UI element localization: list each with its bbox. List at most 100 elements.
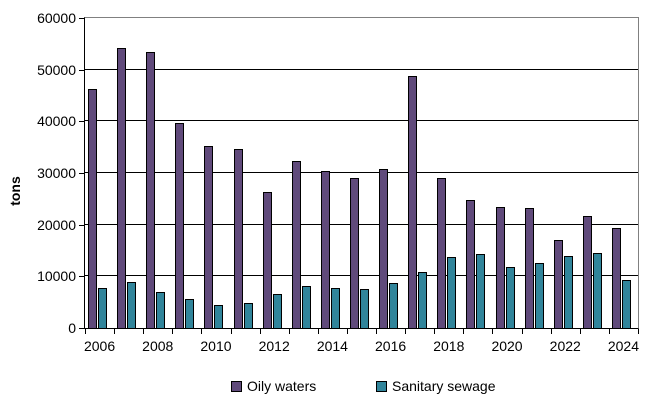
bar-group-2006: [85, 18, 114, 328]
y-tick-label-60000: 60000: [37, 10, 76, 26]
bar-group-2008: [143, 18, 172, 328]
bar-sanitary-sewage-2020: [505, 266, 515, 328]
x-tick-13: [463, 329, 464, 334]
gridline-10000: [85, 275, 638, 277]
x-tick-14: [492, 329, 493, 334]
y-axis-title: tons: [7, 176, 23, 206]
bar-sanitary-sewage-2013: [301, 286, 311, 328]
bar-group-2012: [260, 18, 289, 328]
bar-group-2017: [405, 18, 434, 328]
gridline-30000: [85, 172, 638, 173]
x-tick-6: [260, 329, 261, 334]
bar-group-2018: [434, 18, 463, 328]
bar-oily-waters-2014: [320, 171, 330, 328]
x-tick-16: [551, 329, 552, 334]
y-tick-label-10000: 10000: [37, 268, 76, 284]
y-tick-label-30000: 30000: [37, 165, 76, 181]
legend-item-sanitary-sewage: Sanitary sewage: [376, 377, 496, 395]
bar-group-2016: [376, 18, 405, 328]
y-tick-30000: [79, 173, 85, 174]
legend-label-sanitary-sewage: Sanitary sewage: [392, 378, 496, 394]
bar-oily-waters-2024: [611, 227, 621, 328]
x-tick-17: [580, 329, 581, 334]
gridline-50000: [85, 68, 638, 70]
bar-group-2019: [463, 18, 492, 328]
x-tick-label-2014: 2014: [316, 338, 348, 354]
bar-group-2021: [522, 18, 551, 328]
x-tick-18: [609, 329, 610, 334]
x-tick-11: [405, 329, 406, 334]
plot-area: [84, 17, 639, 329]
x-tick-label-2006: 2006: [83, 338, 116, 354]
bar-oily-waters-2016: [379, 168, 389, 328]
bar-group-2007: [114, 18, 143, 328]
bar-oily-waters-2010: [204, 145, 214, 328]
bar-oily-waters-2020: [495, 207, 505, 328]
x-tick-19: [638, 329, 639, 334]
x-tick-3: [172, 329, 173, 334]
bar-oily-waters-2017: [408, 76, 418, 328]
bar-sanitary-sewage-2015: [359, 288, 369, 328]
bar-sanitary-sewage-2018: [447, 256, 457, 328]
bar-oily-waters-2022: [553, 239, 563, 328]
bar-oily-waters-2015: [349, 177, 359, 328]
bar-group-2010: [201, 18, 230, 328]
x-tick-8: [318, 329, 319, 334]
bar-sanitary-sewage-2007: [127, 282, 137, 328]
bar-sanitary-sewage-2022: [563, 255, 573, 328]
bar-oily-waters-2006: [88, 88, 97, 328]
x-tick-1: [114, 329, 115, 334]
y-tick-50000: [79, 70, 85, 71]
y-tick-label-50000: 50000: [37, 62, 76, 78]
gridline-20000: [85, 223, 638, 225]
legend-swatch-oily-waters: [231, 380, 242, 392]
x-axis-ticks: [85, 329, 639, 335]
x-tick-label-2018: 2018: [433, 338, 465, 354]
bar-group-2023: [580, 18, 609, 328]
y-tick-40000: [79, 121, 85, 122]
bar-group-2011: [231, 18, 260, 328]
x-tick-label-2010: 2010: [200, 338, 232, 354]
y-tick-label-40000: 40000: [37, 113, 76, 129]
legend-swatch-sanitary-sewage: [376, 380, 387, 392]
bar-group-2024: [609, 18, 638, 328]
bar-sanitary-sewage-2008: [156, 291, 166, 328]
bar-groups: [85, 18, 638, 328]
bar-oily-waters-2011: [233, 148, 243, 328]
bar-group-2013: [289, 18, 318, 328]
x-tick-label-2024: 2024: [607, 338, 640, 354]
y-tick-0: [79, 328, 85, 329]
legend-label-oily-waters: Oily waters: [247, 378, 317, 394]
x-tick-15: [522, 329, 523, 334]
x-tick-label-2016: 2016: [375, 338, 407, 354]
x-tick-4: [201, 329, 202, 334]
legend-item-oily-waters: Oily waters: [231, 377, 316, 395]
bar-sanitary-sewage-2012: [272, 294, 282, 328]
x-tick-7: [289, 329, 290, 334]
x-tick-label-2022: 2022: [549, 338, 581, 354]
bar-oily-waters-2019: [466, 200, 476, 328]
bar-sanitary-sewage-2016: [389, 283, 399, 328]
bar-group-2009: [172, 18, 201, 328]
x-tick-0: [85, 329, 86, 334]
gridline-40000: [85, 120, 638, 122]
bar-sanitary-sewage-2024: [621, 280, 631, 328]
bar-sanitary-sewage-2014: [330, 288, 340, 328]
bar-sanitary-sewage-2017: [418, 272, 428, 328]
bar-group-2015: [347, 18, 376, 328]
bar-sanitary-sewage-2019: [476, 254, 486, 328]
bar-group-2014: [318, 18, 347, 328]
y-tick-label-20000: 20000: [37, 217, 76, 233]
bar-sanitary-sewage-2023: [592, 252, 602, 328]
bar-oily-waters-2023: [582, 215, 592, 328]
bar-sanitary-sewage-2021: [534, 262, 544, 328]
bar-group-2022: [551, 18, 580, 328]
bar-oily-waters-2013: [291, 160, 301, 328]
x-tick-label-2020: 2020: [491, 338, 523, 354]
x-tick-10: [376, 329, 377, 334]
y-tick-10000: [79, 276, 85, 277]
x-axis-tick-labels: 2006 2008 2010 2012 2014 2016 2018 2020 2022 2024: [83, 338, 640, 356]
x-tick-label-2008: 2008: [142, 338, 174, 354]
bar-group-2020: [493, 18, 522, 328]
